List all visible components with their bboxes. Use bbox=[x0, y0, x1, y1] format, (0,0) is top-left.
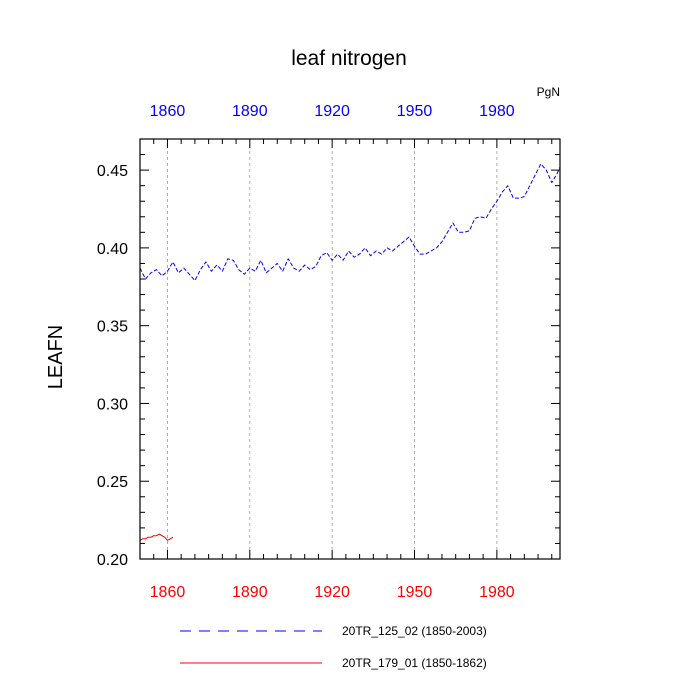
x-tick-label-top-1980: 1980 bbox=[479, 103, 515, 120]
x-tick-label-bottom-1920: 1920 bbox=[314, 584, 350, 601]
y-tick-label-0.40: 0.40 bbox=[97, 241, 128, 258]
y-axis-label: LEAFN bbox=[45, 325, 67, 389]
series-line-blue bbox=[139, 163, 561, 282]
x-tick-label-bottom-1980: 1980 bbox=[479, 584, 515, 601]
x-tick-label-top-1950: 1950 bbox=[397, 103, 433, 120]
legend-label-red: 20TR_179_01 (1850-1862) bbox=[342, 656, 487, 670]
y-tick-label-0.35: 0.35 bbox=[97, 319, 128, 336]
x-tick-label-bottom-1950: 1950 bbox=[397, 584, 433, 601]
axis-ticks bbox=[139, 138, 560, 560]
x-tick-label-top-1920: 1920 bbox=[314, 103, 350, 120]
x-tick-label-top-1860: 1860 bbox=[150, 103, 186, 120]
y-tick-label-0.25: 0.25 bbox=[97, 474, 128, 491]
x-tick-label-top-1890: 1890 bbox=[232, 103, 268, 120]
tick-labels: 1860 1860 1890 1890 1920 1920 1950 1950 1980 1980… bbox=[97, 103, 515, 601]
series-lines bbox=[139, 163, 561, 541]
x-tick-label-bottom-1890: 1890 bbox=[232, 584, 268, 601]
plot-frame bbox=[139, 138, 561, 560]
legend: 20TR_125_02 (1850-2003) 20TR_179_01 (185… bbox=[180, 624, 487, 670]
y-tick-label-0.20: 0.20 bbox=[97, 552, 128, 569]
legend-label-blue: 20TR_125_02 (1850-2003) bbox=[342, 624, 487, 638]
y-tick-label-0.30: 0.30 bbox=[97, 396, 128, 413]
units-label: PgN bbox=[537, 85, 560, 99]
series-line-red bbox=[139, 533, 174, 541]
grid-lines bbox=[167, 139, 498, 559]
y-tick-label-0.45: 0.45 bbox=[97, 163, 128, 180]
chart-title: leaf nitrogen bbox=[291, 47, 407, 70]
x-tick-label-bottom-1860: 1860 bbox=[150, 584, 186, 601]
